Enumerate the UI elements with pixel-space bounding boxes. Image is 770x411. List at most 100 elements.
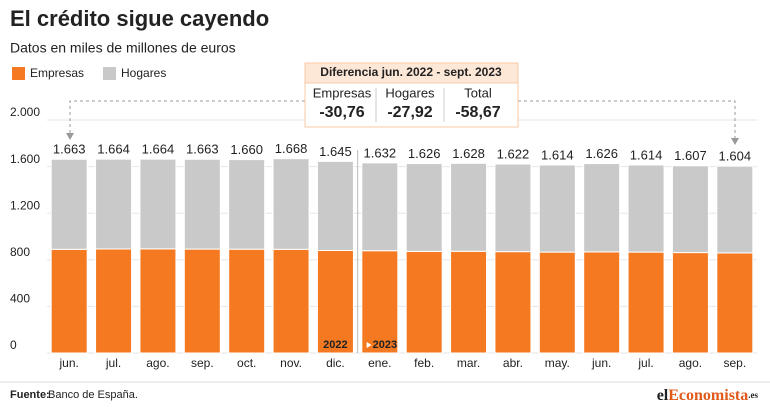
y-tick-label: 0 [10,338,17,352]
total-label: 1.663 [53,142,86,157]
difference-value: -27,92 [387,104,432,121]
difference-label: Empresas [313,85,372,100]
chart-title: El crédito sigue cayendo [10,6,269,31]
year-label: 2023 [373,339,397,351]
bar-segment [405,250,443,354]
bar-segment [627,251,665,354]
total-label: 1.663 [186,142,219,157]
difference-label: Hogares [385,85,435,100]
y-tick-label: 1.600 [10,152,40,166]
bar-segment [671,252,709,354]
bar-segment [538,251,576,354]
logo-prefix: el [657,387,669,404]
source-label: Fuente: [10,389,50,401]
total-label: 1.645 [319,144,352,159]
total-label: 1.604 [719,149,752,164]
bar-segment [627,164,665,253]
bar-segment [716,165,754,254]
bar-segment [228,248,266,354]
total-label: 1.614 [541,147,574,162]
logo-main: Economista [668,387,748,404]
x-tick-label: jun. [59,356,79,370]
arrow-line [69,100,305,135]
total-label: 1.622 [497,146,530,161]
bar-segment [450,162,488,252]
plot: 0 400 800 1.200 1.600 2.000 1.663 jun. 1.664 jul.… [10,105,757,370]
bar-segment [272,158,310,250]
arrow-head [731,138,739,145]
legend: Empresas Hogares [12,66,166,80]
logo-suffix: .es [748,390,758,400]
legend-label: Hogares [121,66,166,80]
difference-label: Total [464,85,492,100]
total-label: 1.614 [630,147,663,162]
bar-segment [228,159,266,250]
x-tick-label: sep. [191,356,214,370]
year-label: 2022 [323,339,347,351]
bar-segment [95,158,133,250]
bar-segment [538,164,576,253]
legend-swatch [103,67,116,80]
x-tick-label: may. [545,356,570,370]
total-label: 1.668 [275,141,308,156]
y-tick-label: 1.200 [10,198,40,212]
bar-segment [494,163,532,253]
legend-label: Empresas [30,66,84,80]
logo: elEconomista.es [657,387,759,404]
bar-segment [183,158,221,250]
total-label: 1.626 [585,146,618,161]
total-label: 1.607 [674,148,707,163]
bar-segment [316,249,354,354]
bar-segment [361,162,399,252]
bar-segment [50,248,88,354]
x-tick-label: mar. [457,356,480,370]
x-tick-label: jun. [591,356,611,370]
bar-segment [316,160,354,251]
bar-segment [139,248,177,354]
bar-segment [139,158,177,250]
bar-segment [272,248,310,354]
difference-title: Diferencia jun. 2022 - sept. 2023 [320,65,502,79]
y-tick-label: 400 [10,292,30,306]
x-tick-label: nov. [280,356,302,370]
x-tick-label: sep. [723,356,746,370]
x-tick-label: ago. [679,356,702,370]
bar-segment [405,163,443,252]
difference-value: -30,76 [319,104,364,121]
bar-segment [494,251,532,354]
x-tick-label: abr. [503,356,523,370]
x-tick-label: jul. [105,356,121,370]
x-tick-label: feb. [414,356,434,370]
bar-segment [50,158,88,250]
difference-box: Diferencia jun. 2022 - sept. 2023 Empres… [66,62,739,145]
x-tick-label: oct. [237,356,256,370]
bar-segment [671,165,709,254]
bar-segment [361,250,399,354]
bar-segment [183,248,221,354]
total-label: 1.660 [230,142,263,157]
bar-segment [716,252,754,354]
source-text: Banco de España. [48,389,138,401]
total-label: 1.626 [408,146,441,161]
bar-segment [583,251,621,354]
chart-subtitle: Datos en miles de millones de euros [10,40,236,56]
x-tick-label: ene. [368,356,391,370]
bar-segment [583,163,621,253]
y-tick-label: 800 [10,245,30,259]
arrow-head [66,133,74,140]
bar-segment [450,250,488,354]
total-label: 1.628 [452,146,485,161]
difference-value: -58,67 [455,104,500,121]
bar-segment [95,248,133,354]
x-tick-label: ago. [146,356,169,370]
x-tick-label: dic. [326,356,345,370]
total-label: 1.664 [97,142,130,157]
legend-swatch [12,67,25,80]
total-label: 1.632 [364,145,397,160]
total-label: 1.664 [142,142,175,157]
box-header [304,62,519,84]
x-tick-label: jul. [637,356,653,370]
y-tick-label: 2.000 [10,105,40,119]
year-arrow [366,342,372,348]
